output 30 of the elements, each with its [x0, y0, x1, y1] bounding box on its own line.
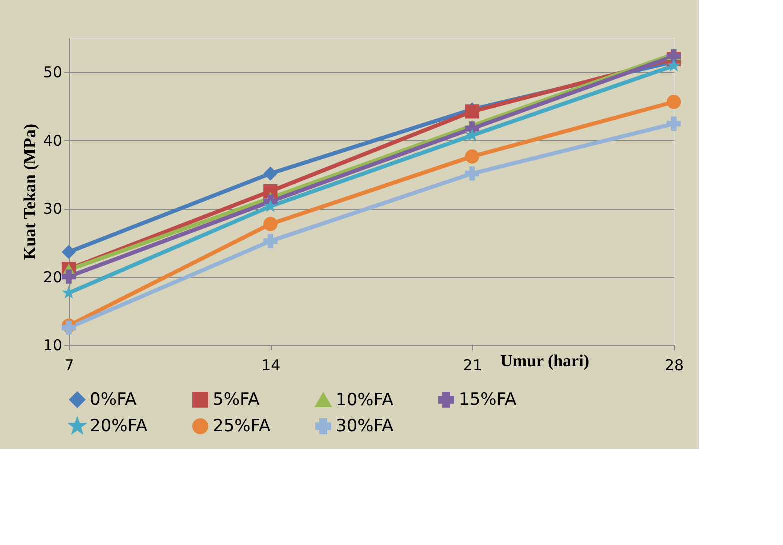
point — [666, 116, 682, 132]
point — [666, 49, 682, 64]
y-tick-label: 40 — [43, 132, 62, 150]
legend-label: 0%FA — [90, 390, 138, 410]
legend-label: 5%FA — [213, 390, 260, 410]
x-tick-label: 21 — [463, 356, 482, 374]
point — [264, 199, 278, 212]
y-axis-title: Kuat Tekan (MPa) — [20, 124, 40, 260]
point — [62, 245, 76, 260]
point — [465, 166, 480, 181]
x-axis-title: Umur (hari) — [500, 352, 590, 370]
legend-label: 15%FA — [459, 390, 518, 410]
x-tick-label: 7 — [64, 356, 74, 374]
legend-label: 25%FA — [213, 416, 272, 436]
y-tick-label: 20 — [43, 268, 62, 286]
legend-label: 10%FA — [336, 390, 394, 410]
x-tick-label: 28 — [664, 356, 684, 374]
point — [667, 58, 681, 72]
point — [264, 166, 278, 181]
point — [264, 217, 278, 232]
point — [666, 95, 682, 110]
x-tick-label: 14 — [262, 356, 281, 374]
point — [62, 270, 76, 284]
legend-label: 20%FA — [90, 416, 148, 436]
y-tick-label: 50 — [43, 64, 62, 82]
point — [264, 234, 278, 248]
legend-label: 30%FA — [336, 416, 394, 436]
y-tick-label: 10 — [43, 336, 62, 354]
point — [465, 150, 480, 164]
y-tick-label: 30 — [43, 200, 62, 218]
